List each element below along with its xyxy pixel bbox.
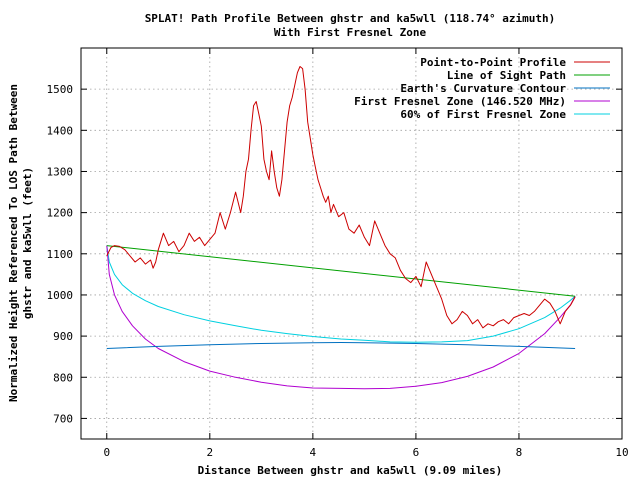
x-tick-label: 4	[310, 446, 317, 459]
series-layer	[106, 66, 576, 390]
series-line-line-of-sight-path	[106, 245, 576, 297]
legend-label-earth-s-curvature-contour: Earth's Curvature Contour	[400, 82, 566, 95]
x-axis-label: Distance Between ghstr and ka5wll (9.09 …	[198, 464, 503, 477]
series-line-60-of-first-fresnel-zone	[106, 245, 576, 343]
y-tick-label: 1400	[47, 124, 74, 137]
legend-label-point-to-point-profile: Point-to-Point Profile	[420, 56, 566, 69]
y-axis-label-line1: Normalized Height Referenced To LOS Path…	[7, 84, 20, 402]
series-line-earth-s-curvature-contour	[106, 342, 576, 349]
legend-label-line-of-sight-path: Line of Sight Path	[447, 69, 566, 82]
axis-ticks: 0 2 4 6 8 10 700 800 900 1000 1100 1200 1300 1400 1500	[47, 48, 629, 459]
grid	[81, 48, 623, 439]
y-tick-label: 1500	[47, 83, 74, 96]
x-tick-label: 10	[615, 446, 628, 459]
chart-title-line2: With First Fresnel Zone	[274, 26, 427, 39]
y-tick-label: 1000	[47, 289, 74, 302]
series-line-point-to-point-profile	[106, 66, 576, 329]
chart-title-line1: SPLAT! Path Profile Between ghstr and ka…	[145, 12, 556, 25]
x-tick-label: 8	[516, 446, 523, 459]
x-tick-label: 2	[206, 446, 213, 459]
y-tick-label: 900	[53, 330, 73, 343]
legend-label-60-of-first-fresnel-zone: 60% of First Fresnel Zone	[400, 108, 566, 121]
y-axis-label-line2: ghstr and ka5wll (feet)	[21, 167, 34, 319]
x-tick-label: 6	[413, 446, 420, 459]
x-tick-label: 0	[103, 446, 110, 459]
y-tick-label: 1200	[47, 207, 74, 220]
legend-label-first-fresnel-zone-146-520-mhz: First Fresnel Zone (146.520 MHz)	[354, 95, 566, 108]
series-line-first-fresnel-zone-146-520-mhz	[106, 245, 576, 390]
plot-frame	[80, 47, 623, 440]
y-tick-label: 800	[53, 371, 73, 384]
y-tick-label: 700	[53, 412, 73, 425]
y-tick-label: 1100	[47, 248, 74, 261]
y-tick-label: 1300	[47, 165, 74, 178]
